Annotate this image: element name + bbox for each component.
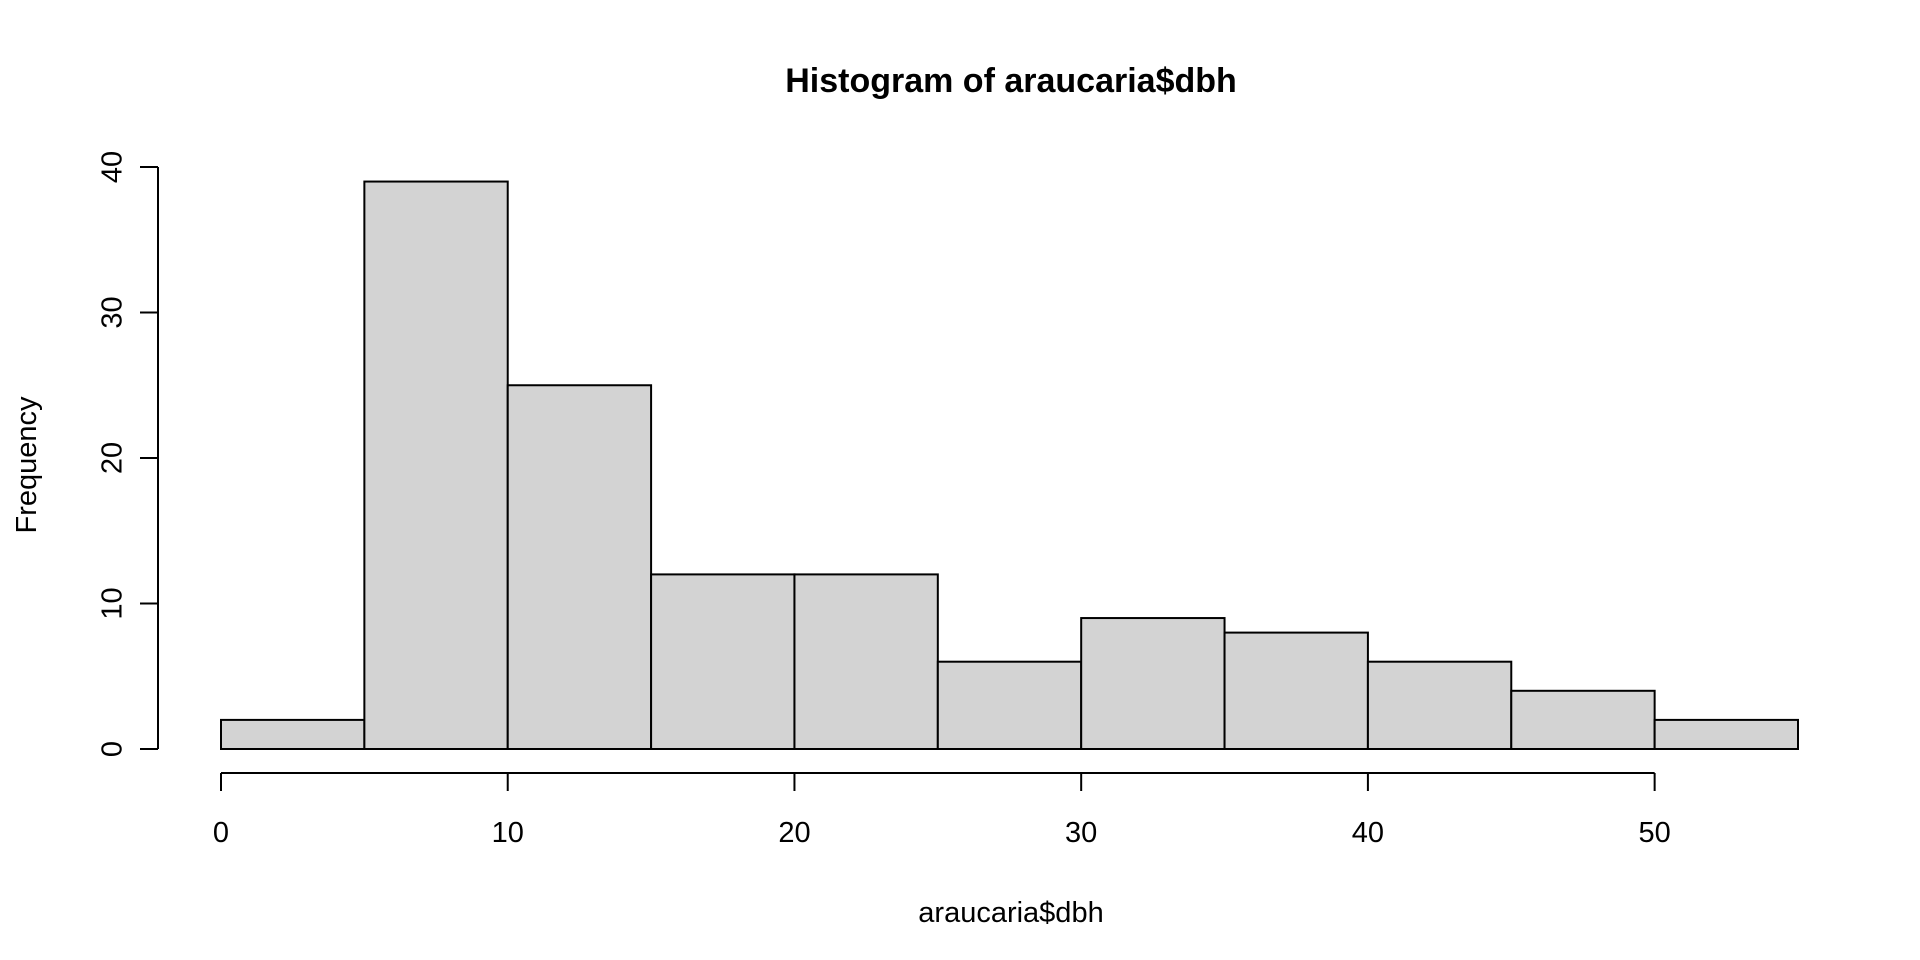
x-axis-tick-label: 30 — [1065, 817, 1097, 849]
histogram-bar — [1366, 660, 1513, 751]
histogram-bar — [220, 718, 366, 751]
histogram-bar — [1653, 718, 1799, 751]
y-axis-tick-label: 30 — [97, 296, 129, 328]
histogram-bars — [220, 180, 1799, 751]
histogram-bar — [506, 384, 653, 750]
x-axis-tick-label: 10 — [492, 817, 524, 849]
y-axis: 0 10 20 30 40 — [97, 151, 159, 757]
y-axis-tick-label: 40 — [97, 151, 129, 183]
histogram-bar — [1510, 689, 1656, 750]
x-axis-tick-label: 50 — [1639, 817, 1671, 849]
histogram-bar — [793, 573, 939, 751]
x-axis-label: araucaria$dbh — [918, 897, 1103, 929]
x-axis: 0 10 20 30 40 50 — [213, 772, 1671, 849]
y-axis-tick-label: 10 — [97, 587, 129, 619]
y-axis-label: Frequency — [11, 396, 43, 534]
y-axis-tick-label: 0 — [97, 741, 129, 757]
histogram-bar — [936, 660, 1083, 751]
x-axis-tick-label: 40 — [1352, 817, 1384, 849]
histogram-bar — [650, 573, 796, 751]
histogram-bar — [1223, 631, 1369, 750]
chart-title: Histogram of araucaria$dbh — [785, 62, 1237, 100]
histogram-bar — [1080, 617, 1226, 750]
x-axis-tick-label: 0 — [213, 817, 229, 849]
y-axis-tick-label: 20 — [97, 442, 129, 474]
histogram-bar — [363, 180, 509, 751]
x-axis-tick-label: 20 — [778, 817, 810, 849]
